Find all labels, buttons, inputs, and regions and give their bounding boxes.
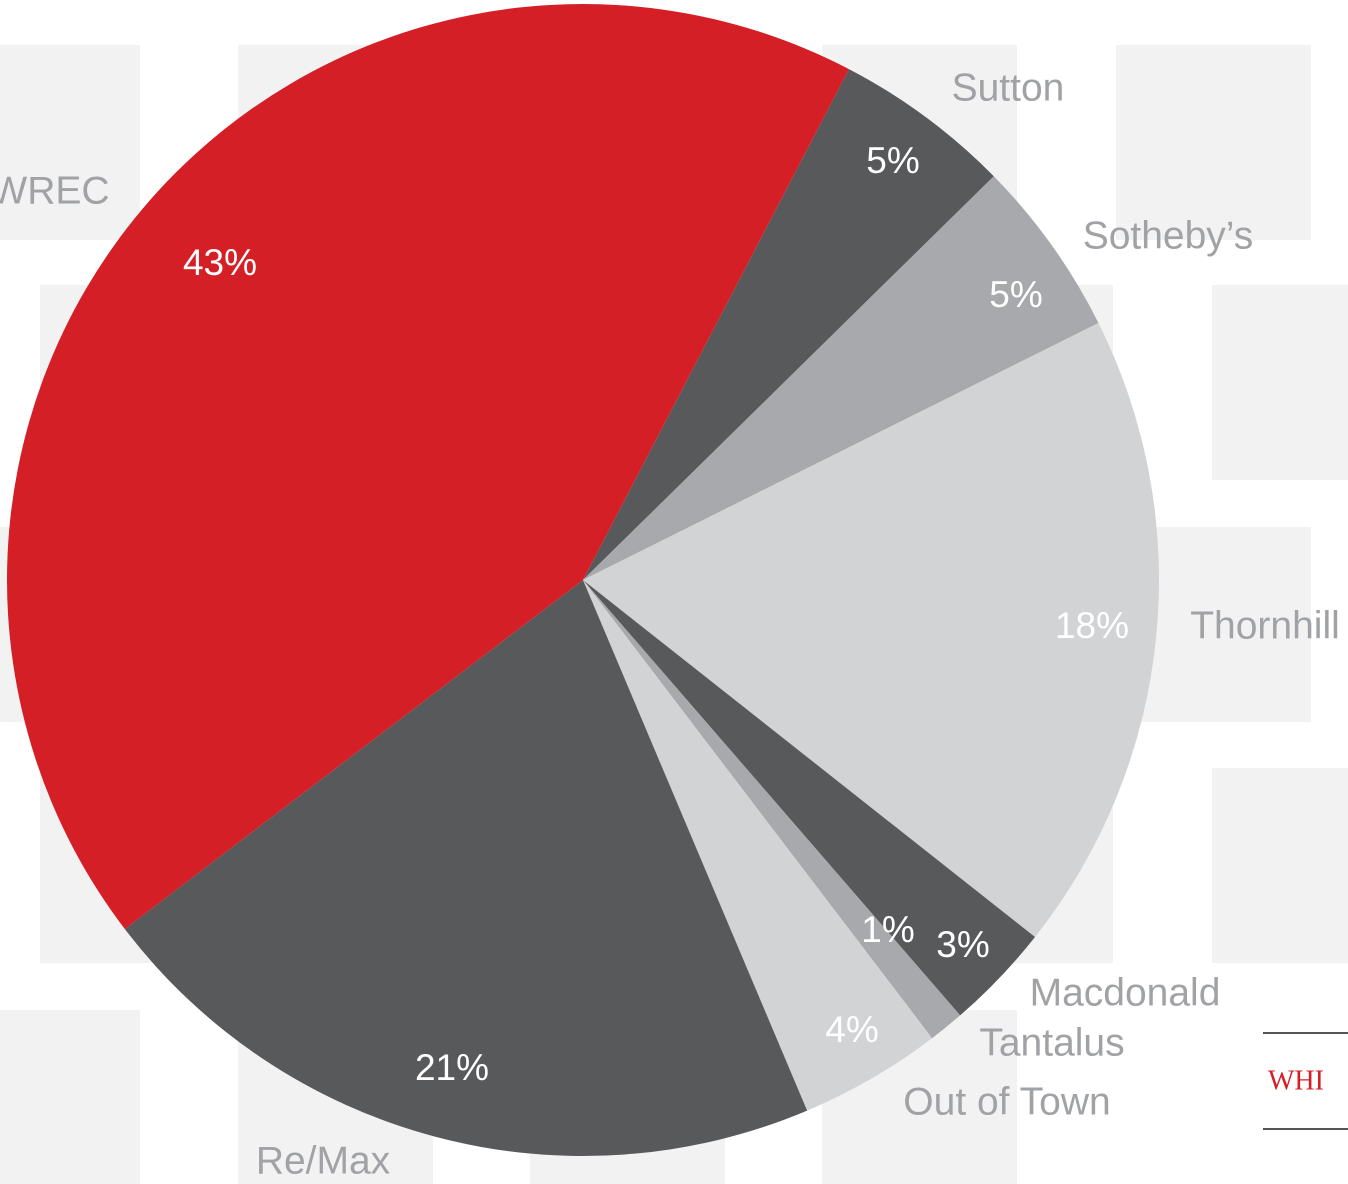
pie-slice	[583, 580, 961, 1039]
value-label: 43%	[183, 242, 257, 283]
category-label: Thornhill	[1190, 604, 1340, 647]
pie-slice	[583, 322, 1159, 937]
pie-slice	[583, 69, 994, 580]
side-text: WHI	[1268, 1065, 1324, 1096]
side-panel: WHI	[1263, 1032, 1348, 1130]
pie-slice	[124, 580, 808, 1156]
category-label: Re/Max	[256, 1139, 391, 1182]
value-label: 1%	[861, 909, 914, 950]
pie-slice	[583, 580, 1036, 1016]
labels: 5% Sutton 5% Sotheby’s 18% Thornhill 3% Macdona…	[0, 66, 1340, 1182]
category-label: Sotheby’s	[1083, 214, 1254, 257]
value-label: 3%	[936, 924, 989, 965]
value-label: 5%	[989, 274, 1042, 315]
pie-slice	[583, 580, 933, 1111]
value-label: 21%	[415, 1047, 489, 1088]
category-label: Sutton	[952, 66, 1065, 109]
pie-slice	[583, 176, 1099, 581]
category-label: Out of Town	[903, 1080, 1110, 1123]
pie-slice	[7, 4, 849, 930]
value-label: 4%	[825, 1009, 878, 1050]
value-label: 18%	[1055, 605, 1129, 646]
category-label: Macdonald	[1030, 971, 1221, 1014]
value-label: 5%	[866, 140, 919, 181]
pie	[7, 4, 1159, 1156]
category-label: WREC	[0, 169, 110, 212]
category-label: Tantalus	[979, 1021, 1124, 1064]
